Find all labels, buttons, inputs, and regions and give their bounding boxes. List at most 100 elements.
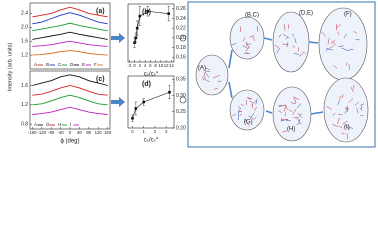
point: [133, 41, 136, 44]
y-tick-label: 0.20: [176, 35, 186, 41]
fiber: [356, 107, 359, 114]
fiber: [276, 47, 281, 54]
fiber: [238, 108, 241, 112]
fiber: [298, 113, 303, 116]
fiber: [345, 62, 348, 66]
fiber: [284, 112, 287, 117]
series-line: [32, 50, 108, 56]
connector: [179, 96, 187, 104]
network-cell: [323, 77, 369, 143]
x-tick-label: -40: [57, 130, 64, 135]
fiber: [251, 100, 257, 106]
arrow: [228, 81, 233, 99]
x-tick-label: 0: [131, 129, 134, 134]
fiber: [337, 31, 340, 36]
node-label: (H): [287, 127, 295, 133]
legend-label: D: [70, 62, 74, 67]
fiber: [302, 51, 306, 54]
fiber: [254, 107, 257, 112]
fiber: [298, 114, 303, 119]
legend-label: E: [82, 62, 85, 67]
y-tick-label: 1.2: [21, 52, 28, 58]
node-label: (A): [198, 66, 206, 72]
fiber: [242, 37, 246, 42]
y-tick-label: 0.35: [176, 77, 186, 83]
fiber: [248, 115, 255, 120]
point: [134, 36, 138, 40]
arrow: [111, 97, 125, 107]
point: [167, 12, 171, 15]
x-tick-label: -160: [28, 130, 37, 135]
fiber: [247, 98, 251, 100]
fiber: [292, 33, 294, 37]
plot-frame: [127, 75, 175, 129]
y-tick-label: 1.6: [21, 39, 28, 45]
fiber: [297, 103, 302, 109]
fiber: [254, 116, 257, 120]
network-cell: [195, 54, 229, 96]
x-tick-label: 0: [133, 63, 136, 68]
fiber: [331, 40, 337, 46]
fiber: [348, 64, 350, 70]
fiber: [278, 110, 283, 114]
legend-label: F: [94, 62, 97, 67]
point: [142, 100, 146, 104]
y-tick-label: 2.0: [21, 25, 28, 31]
fiber: [249, 35, 255, 38]
fiber: [213, 75, 220, 79]
x-tick-label: 1: [143, 129, 146, 134]
fiber: [282, 130, 288, 133]
arrow: [310, 111, 324, 115]
x-tick-label: 40: [77, 130, 82, 135]
point: [135, 26, 139, 30]
y-tick-label: 0.25: [176, 109, 186, 115]
fiber: [350, 87, 354, 93]
fiber: [239, 113, 243, 117]
fiber: [296, 117, 300, 122]
fiber: [292, 96, 300, 100]
point: [168, 90, 171, 94]
y-tick-label: 0.20: [176, 125, 186, 131]
connector: [179, 34, 187, 42]
series-line: [32, 106, 108, 115]
node-label: (B,C): [245, 13, 259, 19]
legend-label: I: [70, 122, 71, 127]
fiber: [326, 106, 332, 110]
fiber: [336, 24, 342, 29]
fiber: [325, 47, 330, 52]
fiber: [203, 69, 206, 76]
x-tick-label: 2: [154, 129, 157, 134]
series-line: [132, 91, 170, 119]
fiber: [298, 121, 303, 125]
fiber: [336, 117, 340, 125]
fiber: [343, 33, 347, 39]
series-line: [32, 12, 108, 25]
x-tick-label: 3: [165, 129, 168, 134]
page: 1.2 1.6 2.0 2.4 Intensity (arb. units) (a) A B C…: [7, 1, 376, 148]
y-tick-label: 2.4: [21, 11, 28, 17]
panel-label: (a): [96, 8, 105, 15]
point: [131, 116, 134, 120]
fiber: [202, 75, 207, 79]
x-tick-label: 10: [158, 63, 163, 68]
y-axis-label: Intensity (arb. units): [7, 43, 13, 91]
figure: 1.2 1.6 2.0 2.4 Intensity (arb. units) (a) A B C…: [7, 1, 376, 148]
x-tick-label: 0: [69, 130, 72, 135]
fiber: [354, 101, 359, 107]
fiber: [231, 43, 237, 46]
fiber: [243, 118, 248, 122]
fiber: [327, 37, 330, 45]
panel-label: (d): [142, 81, 151, 88]
y-tick-label: 0.16: [176, 54, 186, 60]
fiber: [203, 78, 210, 83]
fiber: [332, 112, 336, 116]
x-tick-label: 120: [95, 130, 103, 135]
y-tick-label: 0.26: [176, 6, 186, 12]
x-tick-label: -120: [37, 130, 46, 135]
fiber: [337, 99, 341, 106]
fiber: [345, 126, 351, 130]
fiber: [274, 44, 279, 48]
fiber: [292, 108, 297, 116]
series-line: [32, 85, 108, 96]
legend-label: A: [34, 122, 37, 127]
